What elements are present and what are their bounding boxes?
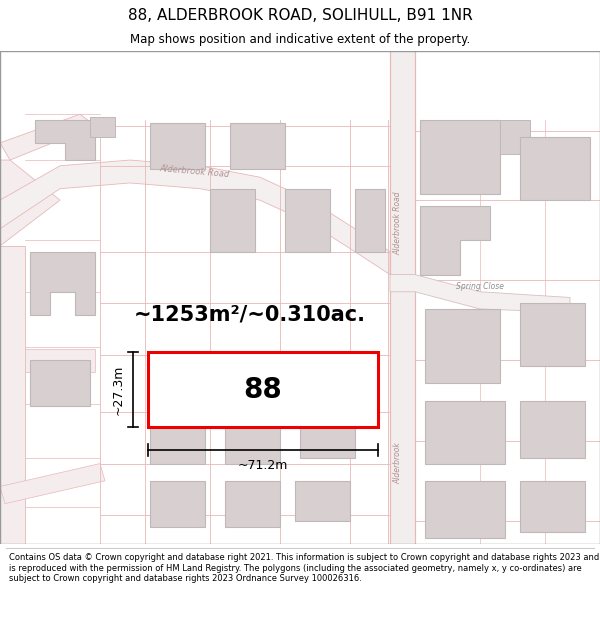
Bar	[520, 481, 585, 532]
Bar	[150, 123, 205, 169]
Bar	[225, 481, 280, 527]
Polygon shape	[420, 206, 490, 274]
Text: ~71.2m: ~71.2m	[238, 459, 288, 472]
Bar	[520, 303, 585, 366]
Bar	[500, 120, 530, 154]
Polygon shape	[0, 114, 95, 160]
Bar	[295, 481, 350, 521]
Text: 88: 88	[244, 376, 283, 404]
Bar	[230, 123, 285, 169]
Bar	[300, 418, 355, 458]
Bar	[210, 189, 255, 252]
Polygon shape	[0, 246, 25, 544]
Bar	[150, 481, 205, 527]
Polygon shape	[390, 274, 570, 312]
Text: Spring Close: Spring Close	[456, 281, 504, 291]
Bar	[30, 361, 90, 406]
Bar	[225, 418, 280, 464]
Bar	[150, 418, 205, 464]
Bar	[420, 120, 500, 194]
Polygon shape	[0, 464, 105, 504]
Polygon shape	[0, 160, 60, 246]
Bar	[90, 116, 115, 137]
Bar	[285, 189, 330, 252]
Text: Map shows position and indicative extent of the property.: Map shows position and indicative extent…	[130, 34, 470, 46]
Polygon shape	[30, 252, 95, 314]
Text: Alderbrook Road: Alderbrook Road	[160, 164, 230, 179]
Text: ~1253m²/~0.310ac.: ~1253m²/~0.310ac.	[134, 304, 366, 324]
Text: Alderbrook: Alderbrook	[393, 442, 402, 484]
Polygon shape	[35, 120, 95, 160]
Bar	[390, 51, 415, 544]
Text: Contains OS data © Crown copyright and database right 2021. This information is : Contains OS data © Crown copyright and d…	[9, 554, 599, 583]
Bar	[425, 309, 500, 383]
Bar	[425, 481, 505, 538]
Polygon shape	[25, 349, 95, 372]
Bar	[355, 189, 385, 252]
Bar	[520, 137, 590, 200]
Bar	[148, 352, 378, 427]
Text: ~27.3m: ~27.3m	[112, 364, 125, 415]
Text: Alderbrook Road: Alderbrook Road	[393, 191, 402, 255]
Bar	[520, 401, 585, 458]
Bar	[425, 401, 505, 464]
Text: 88, ALDERBROOK ROAD, SOLIHULL, B91 1NR: 88, ALDERBROOK ROAD, SOLIHULL, B91 1NR	[128, 8, 472, 23]
Polygon shape	[0, 160, 390, 274]
